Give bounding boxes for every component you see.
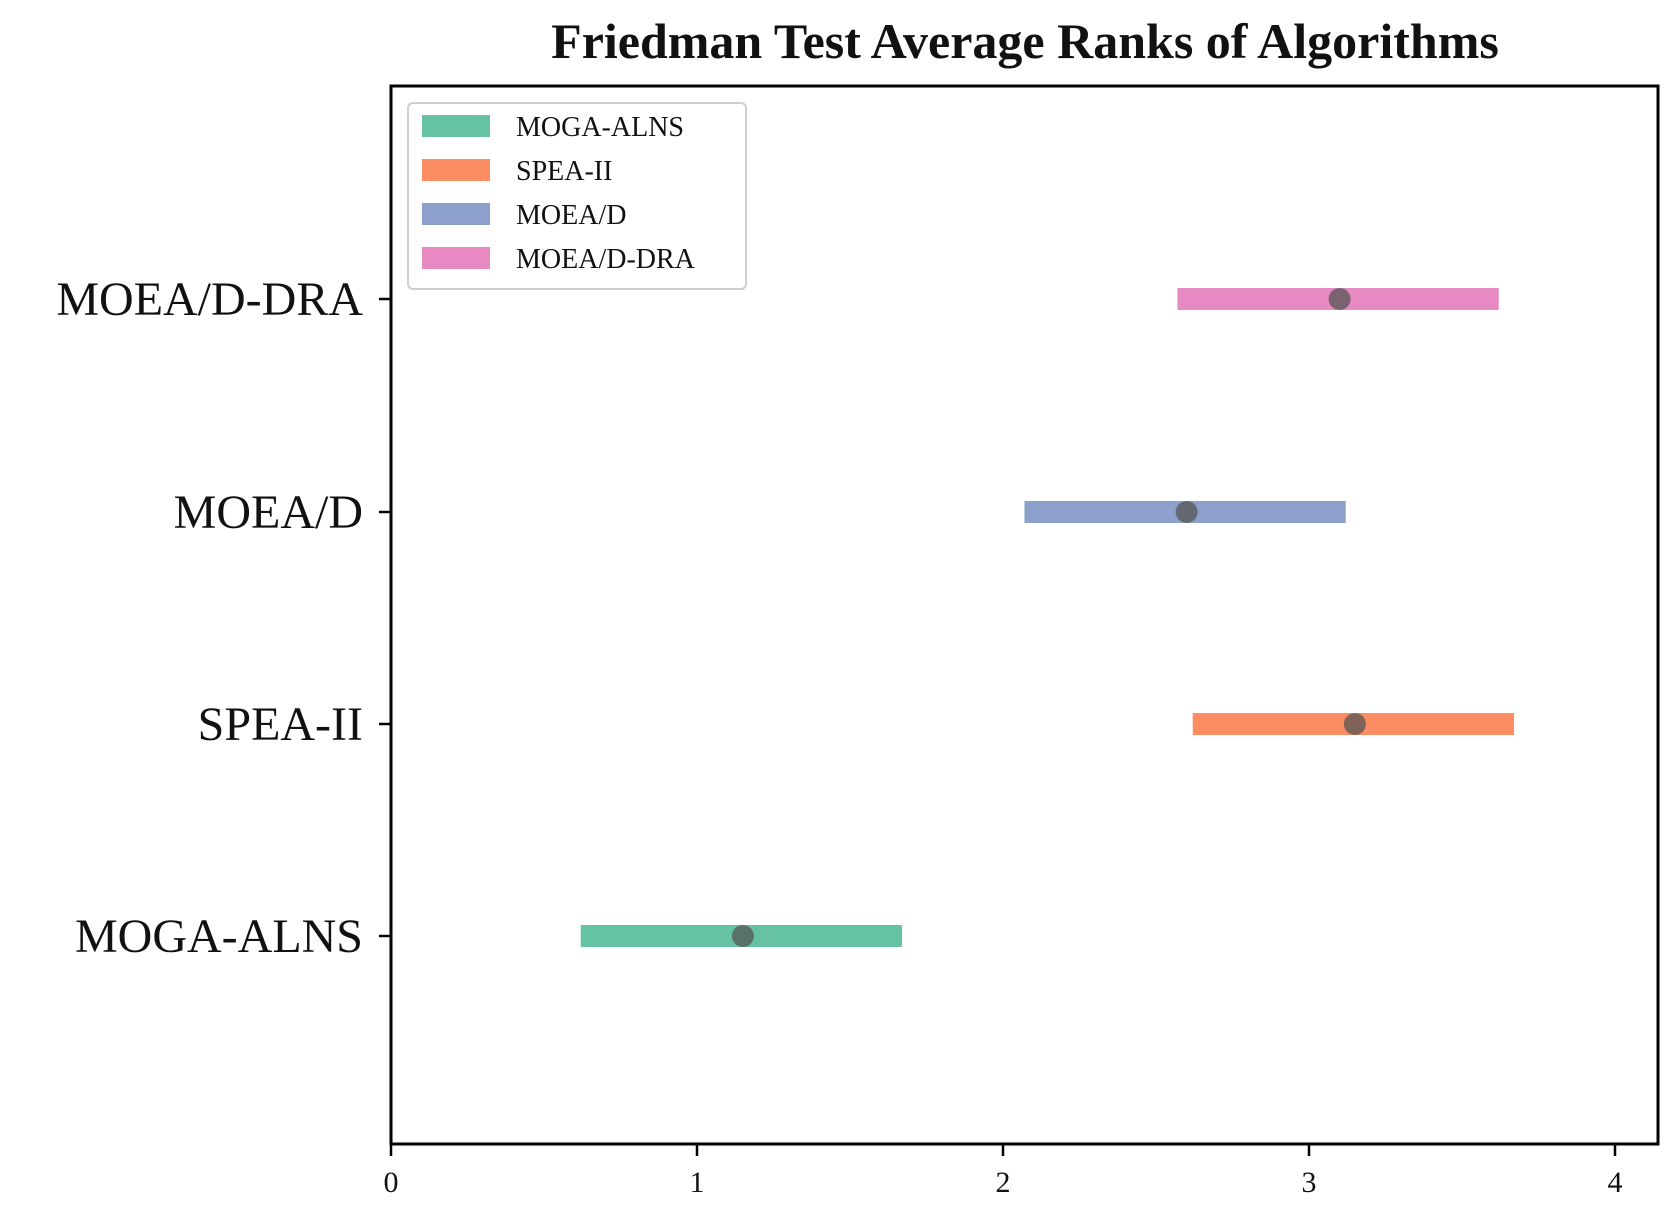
rank-marker-moga-alns (731, 925, 754, 947)
legend-label-moea-d: MOEA/D (516, 200, 626, 231)
legend-label-moea-d-dra: MOEA/D-DRA (516, 244, 696, 275)
rank-marker-moea-d-dra (1328, 288, 1351, 310)
y-tick-label-moea-d: MOEA/D (174, 486, 363, 539)
legend-swatch-moea-d (422, 203, 490, 225)
plot-frame (389, 84, 1660, 1146)
interval-bars (580, 288, 1515, 947)
rank-marker-spea-ii (1343, 713, 1366, 735)
x-tick-label-0: 0 (384, 1166, 399, 1199)
legend-box (407, 102, 747, 290)
y-tick-label-moga-alns: MOGA-ALNS (75, 910, 363, 963)
legend-swatch-moea-d-dra (422, 247, 490, 269)
legend-swatch-moga-alns (422, 115, 490, 137)
rank-markers (731, 288, 1366, 947)
y-tick-label-moea-d-dra: MOEA/D-DRA (56, 273, 363, 326)
x-axis: 0 1 2 3 4 (384, 1144, 1623, 1199)
legend: MOGA-ALNS SPEA-II MOEA/D MOEA/D-DRA (407, 102, 747, 290)
chart-title: Friedman Test Average Ranks of Algorithm… (551, 13, 1499, 69)
y-axis: MOGA-ALNS SPEA-II MOEA/D MOEA/D-DRA (56, 273, 391, 963)
legend-swatch-spea-ii (422, 159, 490, 181)
x-tick-label-3: 3 (1302, 1166, 1317, 1199)
x-tick-label-2: 2 (996, 1166, 1011, 1199)
legend-label-spea-ii: SPEA-II (516, 156, 612, 187)
x-tick-label-1: 1 (690, 1166, 705, 1199)
x-tick-label-4: 4 (1608, 1166, 1623, 1199)
y-tick-label-spea-ii: SPEA-II (198, 698, 363, 751)
rank-marker-moea-d (1175, 501, 1198, 523)
legend-label-moga-alns: MOGA-ALNS (516, 112, 684, 143)
